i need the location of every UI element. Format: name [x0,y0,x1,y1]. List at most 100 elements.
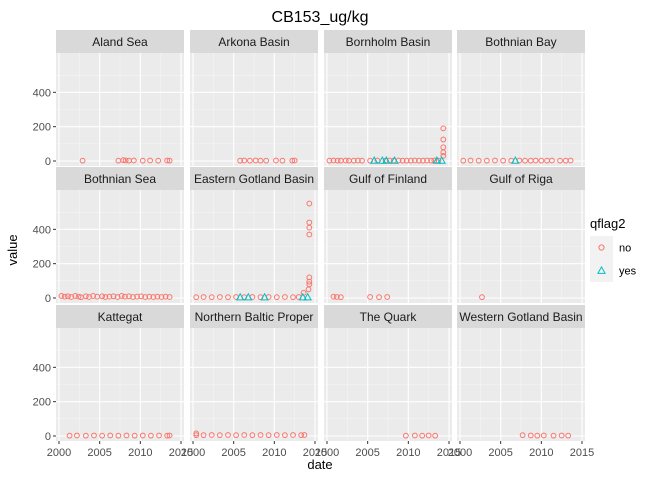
y-tick-label: 0 [45,156,51,168]
facet-panel-gulf-of-finland: Gulf of Finland [324,167,452,303]
data-point-no [334,157,341,164]
facet-strip [190,167,318,190]
x-tick-label: 2005 [221,447,245,459]
facet-strip-label: Gulf of Finland [349,172,427,186]
data-point-no [273,157,279,164]
data-point-no [399,157,406,164]
facet-strip-label: The Quark [360,310,418,324]
facet-panel-gulf-of-riga: Gulf of Riga [457,167,585,303]
data-point-no [428,157,435,164]
data-point-no [306,231,313,238]
facet-strip-label: Eastern Gotland Basin [194,172,314,186]
data-point-no [107,432,114,439]
data-point-no [193,432,200,439]
data-point-no [376,294,382,301]
data-point-yes [244,292,253,301]
data-point-no [130,294,136,300]
data-point-no [500,157,507,164]
data-point-no [330,157,337,164]
legend-key-bg [590,236,613,259]
data-point-no [241,432,248,438]
facet-strip [324,30,452,53]
facet-strip-label: Western Gotland Basin [459,310,582,324]
data-point-no [306,219,313,226]
data-point-no [540,432,547,439]
legend-key-bg [590,259,613,282]
data-point-no [134,293,140,300]
data-point-no [233,432,240,439]
data-point-no [249,432,256,439]
data-point-no [164,432,171,439]
data-point-no [479,294,485,301]
chart-title: CB153_ug/kg [272,9,369,26]
data-point-no [306,274,313,281]
data-point-no [208,432,215,438]
facet-strip [56,167,184,190]
x-tick-label: 2005 [87,447,111,459]
data-point-no [350,157,357,164]
data-point-yes [260,292,269,301]
facet-strip-label: Bothnian Sea [84,172,156,186]
facet-panel-arkona-basin: Arkona Basin [190,30,318,166]
data-point-no [150,294,157,300]
data-point-yes [369,156,379,164]
legend-label-yes: yes [619,266,637,278]
data-point-yes [303,292,312,301]
data-point-no [138,293,145,300]
data-point-no [273,294,280,301]
data-point-no [565,432,572,439]
data-point-no [247,157,253,164]
data-point-no [440,125,447,132]
x-tick-label: 2000 [315,447,339,459]
facet-panel-bothnian-bay: Bothnian Bay [457,30,585,166]
facet-strip [190,305,318,328]
data-point-no [279,157,286,164]
facet-strip-label: Arkona Basin [218,35,289,49]
data-point-no [282,432,288,439]
data-point-no [298,432,305,439]
x-tick-label: 2015 [570,447,594,459]
facet-panel-bornholm-basin: Bornholm Basin [324,30,452,166]
facet-strip-label: Kattegat [98,310,143,324]
facet-panel-the-quark: The Quark 2000 2005 2010 2015 [315,305,461,459]
data-point-no [68,294,75,300]
data-point-no [82,293,89,300]
facet-panel-aland-sea: Aland Sea 0 200 400 [33,30,184,168]
facet-panel-northern-baltic-proper: Northern Baltic Proper 2000 2005 2010 2015 [181,305,327,459]
data-point-no [147,157,153,164]
data-point-no [282,294,288,300]
data-point-no [86,294,92,300]
legend-title: qflag2 [590,216,625,231]
data-point-no [355,157,361,164]
x-tick-label: 2010 [396,447,420,459]
data-point-no [79,157,86,164]
data-point-no [121,293,128,300]
data-point-no [492,157,498,164]
data-point-no [532,157,539,164]
data-point-no [146,293,153,300]
data-point-no [289,157,296,164]
data-point-no [534,432,541,439]
data-point-no [73,432,80,439]
data-point-no [123,432,130,439]
data-point-no [156,432,162,439]
data-point-no [158,294,165,300]
data-point-no [58,293,65,299]
data-point-no [225,432,231,438]
data-point-no [102,294,109,300]
facet-strip-label: Bornholm Basin [346,35,431,49]
data-point-no [91,432,97,439]
facet-strip-label: Gulf of Riga [489,172,553,186]
data-point-no [549,157,555,164]
data-point-no [407,157,414,164]
data-point-no [126,293,132,300]
data-point-yes [235,292,245,301]
facet-strip [56,30,184,53]
facet-panel-kattegat: Kattegat 0 200 400 2000 2005 2010 2015 [33,305,193,459]
data-point-no [75,293,82,300]
data-point-no [519,432,526,439]
data-point-no [467,157,474,164]
data-point-no [330,293,337,300]
data-point-no [425,432,432,439]
data-point-no [154,293,161,300]
